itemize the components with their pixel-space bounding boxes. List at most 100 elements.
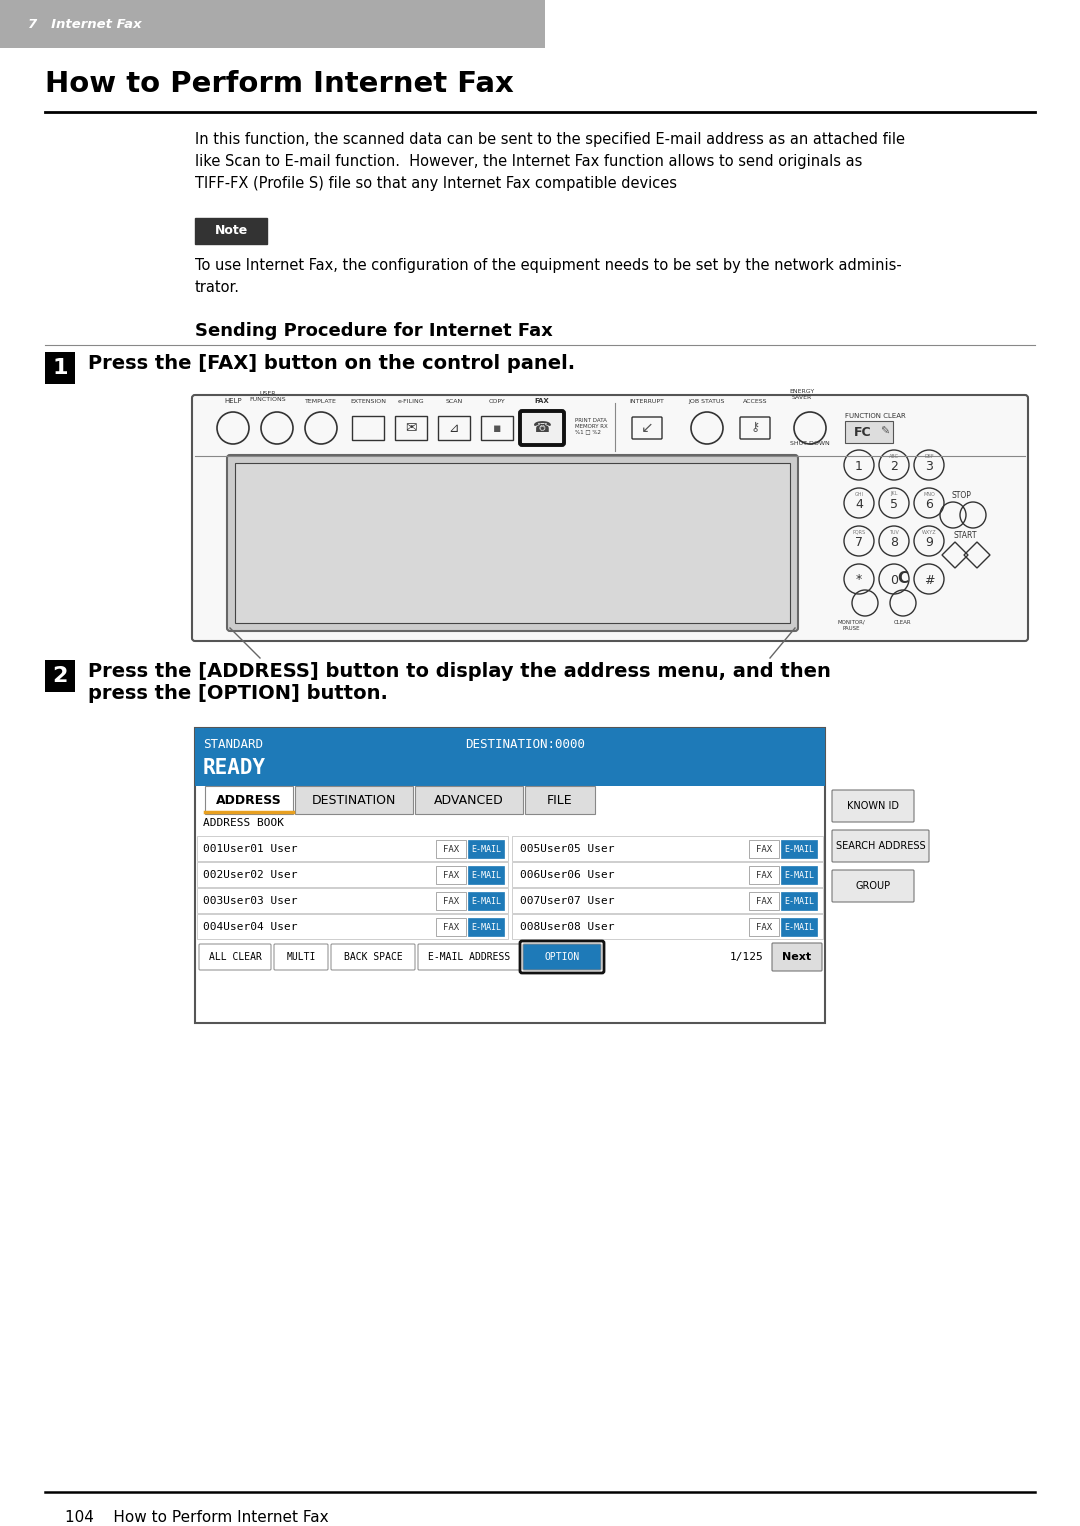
Text: USER
FUNCTIONS: USER FUNCTIONS [249, 391, 286, 401]
FancyBboxPatch shape [199, 945, 271, 971]
Text: TUV: TUV [889, 530, 899, 534]
Text: 003User03 User: 003User03 User [203, 896, 297, 906]
Text: ADVANCED: ADVANCED [434, 794, 504, 807]
Text: KNOWN ID: KNOWN ID [847, 801, 899, 810]
Text: HELP: HELP [225, 398, 242, 404]
FancyBboxPatch shape [832, 830, 929, 862]
FancyBboxPatch shape [227, 455, 798, 630]
Text: 007User07 User: 007User07 User [519, 896, 615, 906]
Text: START: START [954, 531, 976, 540]
Bar [750, 839, 779, 858]
Text: BACK SPACE: BACK SPACE [343, 952, 403, 961]
Text: 004User04 User: 004User04 User [203, 922, 297, 932]
Bar [197, 862, 508, 887]
Bar [781, 893, 816, 909]
Bar [525, 786, 595, 813]
Text: JKL: JKL [890, 491, 897, 496]
Text: EXTENSION: EXTENSION [350, 398, 386, 404]
Bar [750, 919, 779, 935]
Text: 5: 5 [890, 497, 897, 511]
Text: In this function, the scanned data can be sent to the specified E-mail address a: In this function, the scanned data can b… [195, 133, 905, 191]
Text: READY: READY [203, 758, 266, 778]
Text: FAX: FAX [756, 844, 772, 853]
Text: 7: 7 [855, 536, 863, 548]
Bar [781, 865, 816, 884]
FancyBboxPatch shape [330, 945, 415, 971]
Text: FAX: FAX [756, 923, 772, 931]
Bar [781, 839, 816, 858]
Bar [295, 786, 413, 813]
Text: 7   Internet Fax: 7 Internet Fax [28, 17, 141, 31]
Text: FUNCTION CLEAR: FUNCTION CLEAR [845, 414, 906, 420]
Bar [750, 893, 779, 909]
Text: E-MAIL: E-MAIL [784, 870, 814, 879]
Text: 2: 2 [890, 459, 897, 473]
Bar [235, 462, 789, 623]
Text: 8: 8 [890, 536, 897, 548]
Text: GHI: GHI [854, 491, 864, 496]
Text: 006User06 User: 006User06 User [519, 870, 615, 881]
FancyBboxPatch shape [772, 943, 822, 971]
Text: C: C [897, 571, 908, 586]
Text: ⊿: ⊿ [449, 421, 459, 435]
Text: ⚷: ⚷ [751, 421, 759, 435]
Bar [750, 865, 779, 884]
Bar [197, 836, 508, 861]
Text: 001User01 User: 001User01 User [203, 844, 297, 855]
Bar [468, 839, 504, 858]
Text: 3: 3 [926, 459, 933, 473]
Bar [195, 218, 267, 244]
FancyBboxPatch shape [519, 410, 564, 446]
Text: 6: 6 [926, 497, 933, 511]
Text: ▪: ▪ [492, 421, 501, 435]
Text: E-MAIL: E-MAIL [471, 896, 501, 905]
Bar [512, 862, 823, 887]
Text: How to Perform Internet Fax: How to Perform Internet Fax [45, 70, 514, 98]
Text: FAX: FAX [443, 896, 459, 905]
Text: ✎: ✎ [880, 427, 890, 436]
Text: PQRS: PQRS [852, 530, 865, 534]
Text: 2: 2 [52, 665, 68, 687]
Bar [512, 888, 823, 913]
Text: FC: FC [854, 426, 872, 438]
Text: FAX: FAX [756, 870, 772, 879]
Text: INTERRUPT: INTERRUPT [630, 398, 664, 404]
Text: MULTI: MULTI [286, 952, 315, 961]
Text: ↙: ↙ [640, 421, 653, 435]
Bar [195, 728, 825, 786]
Text: TEMPLATE: TEMPLATE [305, 398, 337, 404]
Bar [352, 417, 384, 439]
Text: Note: Note [214, 224, 247, 238]
Text: ENERGY
SAVER: ENERGY SAVER [789, 389, 814, 400]
Text: E-MAIL: E-MAIL [471, 844, 501, 853]
Bar [481, 417, 513, 439]
Text: E-MAIL: E-MAIL [784, 923, 814, 931]
Bar [845, 421, 893, 443]
Bar [436, 839, 465, 858]
Text: 1: 1 [855, 459, 863, 473]
Bar [0, 0, 545, 47]
Bar [512, 914, 823, 938]
Text: Press the [FAX] button on the control panel.: Press the [FAX] button on the control pa… [87, 354, 576, 372]
Text: E-MAIL: E-MAIL [471, 923, 501, 931]
Text: FAX: FAX [756, 896, 772, 905]
Bar [205, 786, 293, 813]
FancyBboxPatch shape [274, 945, 328, 971]
Text: Press the [ADDRESS] button to display the address menu, and then
press the [OPTI: Press the [ADDRESS] button to display th… [87, 662, 831, 703]
Text: ADDRESS BOOK: ADDRESS BOOK [203, 818, 284, 829]
Text: 002User02 User: 002User02 User [203, 870, 297, 881]
Text: E-MAIL: E-MAIL [784, 896, 814, 905]
Text: FAX: FAX [443, 844, 459, 853]
Text: 005User05 User: 005User05 User [519, 844, 615, 855]
Bar [45, 661, 75, 691]
Text: MONITOR/
PAUSE: MONITOR/ PAUSE [837, 620, 865, 630]
Text: FAX: FAX [443, 923, 459, 931]
Bar [468, 893, 504, 909]
Text: 0: 0 [890, 574, 897, 586]
Text: To use Internet Fax, the configuration of the equipment needs to be set by the n: To use Internet Fax, the configuration o… [195, 258, 902, 295]
Text: WXYZ: WXYZ [921, 530, 936, 534]
Text: GROUP: GROUP [855, 881, 891, 891]
Text: FAX: FAX [535, 398, 550, 404]
Text: E-MAIL: E-MAIL [784, 844, 814, 853]
Text: 4: 4 [855, 497, 863, 511]
